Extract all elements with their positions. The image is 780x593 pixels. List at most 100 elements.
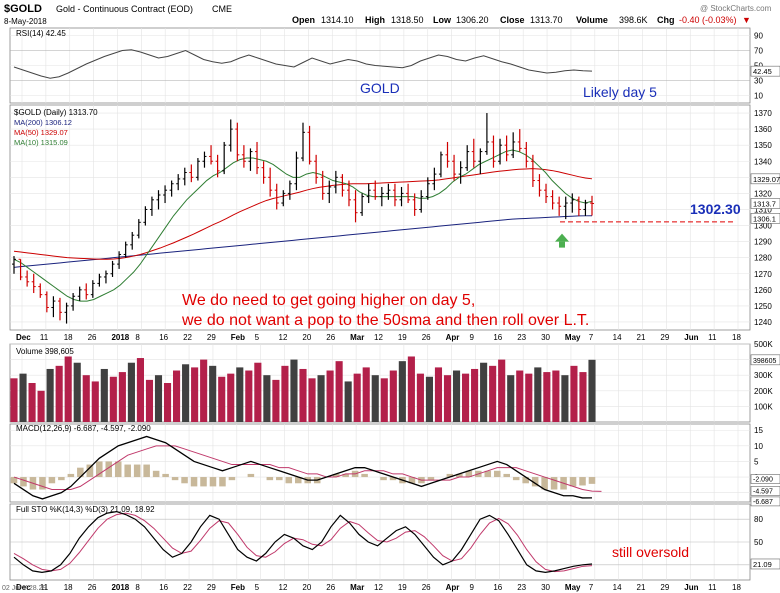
volume-bar bbox=[371, 375, 379, 422]
volume-bar bbox=[299, 368, 307, 422]
macd-histogram-bar bbox=[219, 477, 226, 487]
date-tick-label: 30 bbox=[541, 333, 550, 342]
date-tick-label: 12 bbox=[374, 583, 383, 592]
volume-bar bbox=[480, 362, 488, 422]
date-tick-label: 5 bbox=[255, 583, 260, 592]
macd-last-flag bbox=[750, 486, 780, 496]
macd-histogram-bar bbox=[503, 473, 510, 478]
date-tick-label: 26 bbox=[326, 333, 335, 342]
volume-bar bbox=[434, 367, 443, 422]
macd-histogram-bar bbox=[266, 477, 274, 481]
macd-histogram-bar bbox=[342, 473, 349, 478]
volume-bar bbox=[73, 362, 81, 422]
macd-histogram-bar bbox=[493, 470, 501, 478]
open-label: Open bbox=[292, 15, 315, 25]
macd-histogram-bar bbox=[389, 477, 397, 481]
green-arrow-icon bbox=[555, 233, 569, 242]
macd-histogram-bar bbox=[427, 477, 435, 481]
ma-line-ma200 bbox=[13, 215, 593, 268]
volume-bar bbox=[389, 370, 397, 422]
rsi-tick-label: 10 bbox=[754, 92, 763, 101]
macd-histogram-bar bbox=[408, 477, 416, 484]
volume-bar bbox=[245, 370, 253, 422]
sto-d-line bbox=[13, 512, 593, 573]
date-tick-label: 21 bbox=[637, 583, 646, 592]
date-tick-label: 14 bbox=[613, 583, 622, 592]
date-tick-label: 11 bbox=[708, 333, 717, 342]
volume-bar bbox=[118, 372, 126, 422]
price-tick-label: 1270 bbox=[754, 270, 772, 279]
sto-annotation: still oversold bbox=[612, 544, 689, 560]
date-tick-label: 12 bbox=[279, 583, 288, 592]
note-line-2: we do not want a pop to the 50sma and th… bbox=[181, 312, 589, 329]
macd-histogram-bar bbox=[152, 470, 160, 478]
close-flag bbox=[750, 198, 780, 209]
date-tick-label: Dec bbox=[16, 583, 31, 592]
date-tick-label: 8 bbox=[135, 333, 140, 342]
price-tick-label: 1290 bbox=[754, 238, 772, 247]
macd-histogram-bar bbox=[465, 470, 473, 478]
macd-histogram-bar bbox=[86, 464, 94, 478]
macd-histogram-bar bbox=[171, 477, 179, 481]
date-tick-label: 9 bbox=[469, 333, 474, 342]
date-tick-label: 20 bbox=[302, 333, 311, 342]
date-tick-label: 16 bbox=[493, 583, 502, 592]
volume-bar bbox=[109, 376, 117, 422]
macd-histogram-bar bbox=[484, 470, 492, 478]
volume-bar bbox=[136, 358, 144, 422]
volume-bar bbox=[200, 359, 208, 422]
sto-last-value: 21.09 bbox=[753, 560, 772, 569]
chart-panels: DecDec1111181826262018201888161622222929… bbox=[9, 27, 780, 592]
legend-ma200: MA(200) 1306.12 bbox=[14, 118, 72, 127]
macd-histogram-bar bbox=[39, 477, 46, 490]
date-tick-label: 8 bbox=[135, 583, 140, 592]
volume-bar bbox=[163, 383, 172, 422]
volume-bar bbox=[182, 364, 190, 422]
price-tick-label: 1340 bbox=[754, 157, 772, 166]
price-tick-label: 1370 bbox=[754, 109, 772, 118]
date-tick-label: 22 bbox=[183, 583, 192, 592]
date-tick-label: 12 bbox=[374, 333, 383, 342]
date-tick-label: 16 bbox=[493, 333, 502, 342]
date-tick-label: 20 bbox=[302, 583, 311, 592]
macd-histogram-bar bbox=[294, 477, 302, 484]
macd-tick-label: 15 bbox=[754, 426, 763, 435]
high-value: 1318.50 bbox=[391, 15, 424, 25]
date-tick-label: 26 bbox=[422, 583, 431, 592]
volume-bar bbox=[335, 361, 343, 422]
volume-bar bbox=[191, 367, 199, 422]
date-tick-label: 11 bbox=[40, 583, 49, 592]
date-tick-label: 29 bbox=[660, 333, 669, 342]
price-tick-label: 1360 bbox=[754, 125, 772, 134]
ma50-flag-text: 1329.07 bbox=[753, 175, 780, 184]
date-tick-label: 7 bbox=[589, 333, 594, 342]
macd-histogram-bar bbox=[124, 464, 131, 478]
macd-histogram-bar bbox=[361, 473, 368, 478]
date-tick-label: 11 bbox=[708, 583, 717, 592]
ma-line-ma10 bbox=[13, 149, 593, 302]
macd-last-flag bbox=[750, 474, 780, 484]
macd-histogram-bar bbox=[133, 464, 141, 478]
date-tick-label: 19 bbox=[398, 583, 407, 592]
volume-bar bbox=[452, 370, 461, 422]
sto-label: Full STO %K(14,3) %D(3) 21.09, 18.92 bbox=[16, 505, 155, 514]
rsi-label: RSI(14) 42.45 bbox=[16, 29, 66, 38]
price-tick-label: 1300 bbox=[754, 222, 772, 231]
macd-histogram-bar bbox=[522, 477, 529, 484]
volume-bar bbox=[561, 375, 569, 422]
macd-histogram-bar bbox=[228, 477, 236, 481]
chg-down-icon: ▼ bbox=[742, 15, 751, 25]
volume-bar bbox=[64, 356, 72, 422]
sto-tick-label: 50 bbox=[754, 538, 763, 547]
volume-bar bbox=[443, 375, 452, 422]
legend-ma10: MA(10) 1315.09 bbox=[14, 138, 68, 147]
date-tick-label: 2018 bbox=[111, 333, 129, 342]
macd-histogram-bar bbox=[456, 473, 463, 478]
volume-bar bbox=[308, 378, 316, 422]
ma50-flag bbox=[750, 173, 780, 185]
macd-histogram-bar bbox=[58, 477, 65, 481]
price-tick-label: 1250 bbox=[754, 302, 772, 311]
volume-bar bbox=[588, 359, 596, 422]
macd-label: MACD(12,26,9) -6.687, -4.597, -2.090 bbox=[16, 424, 151, 433]
